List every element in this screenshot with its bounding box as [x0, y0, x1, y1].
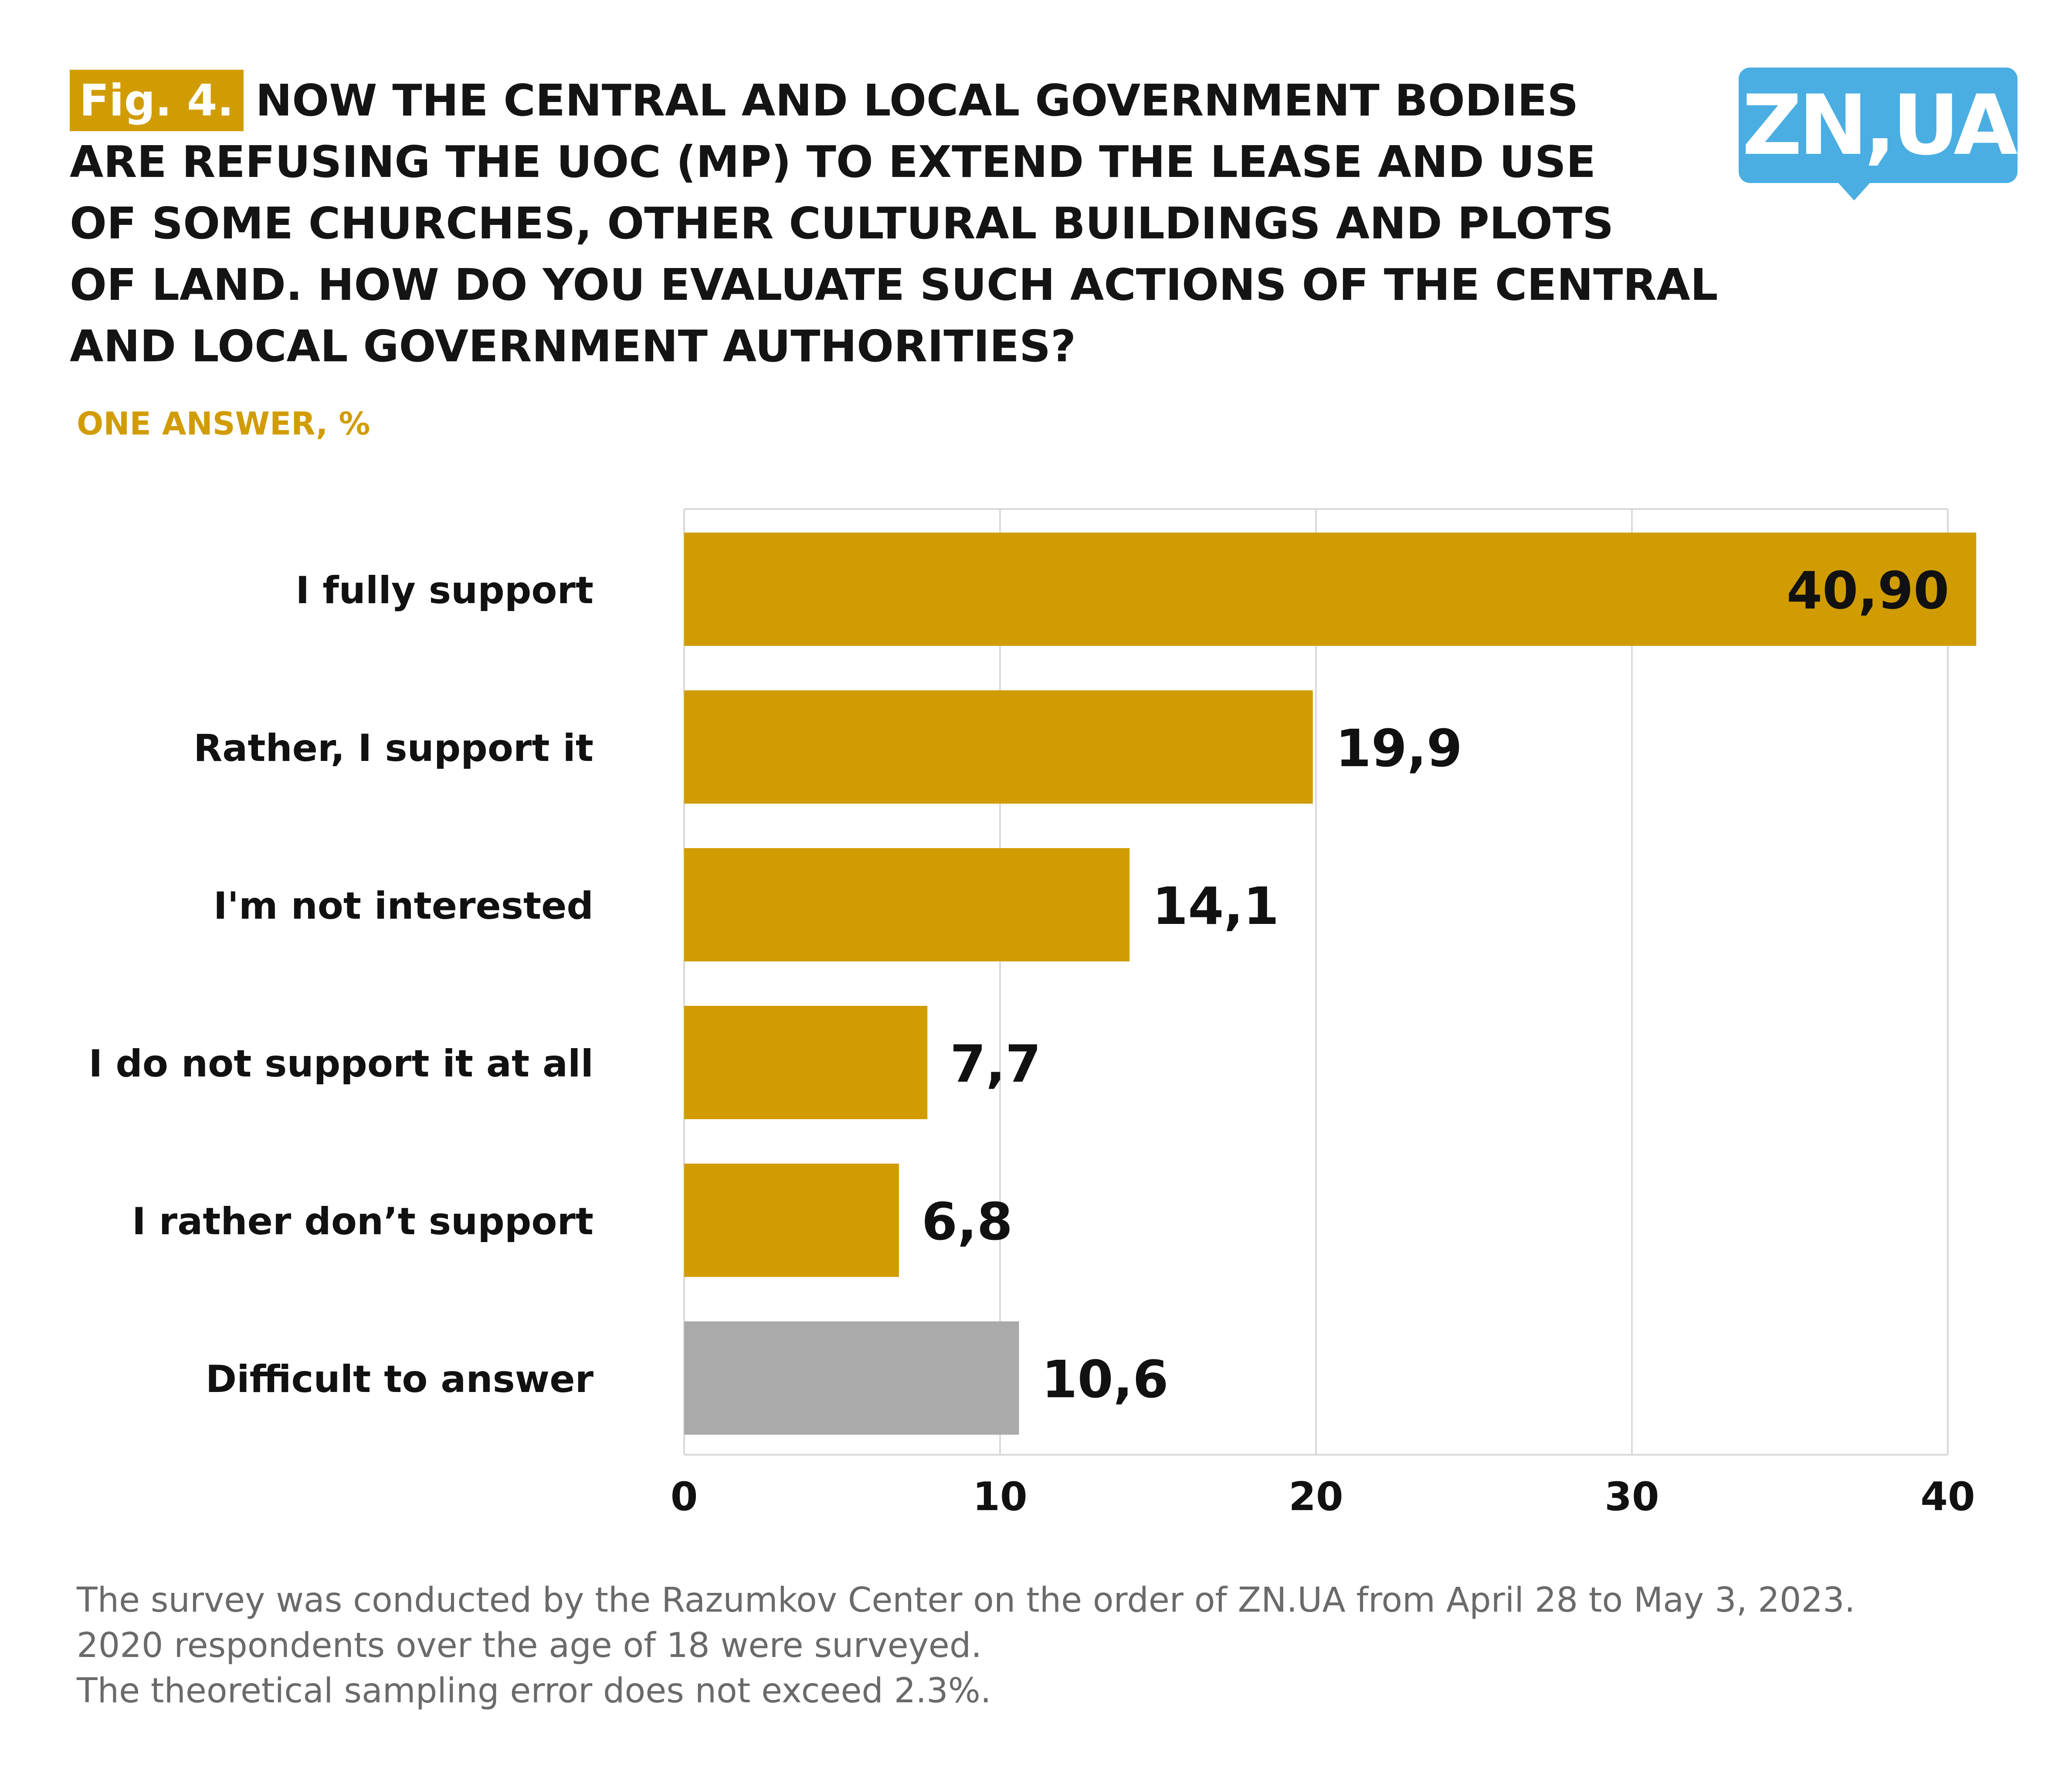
x-tick-label: 10 [973, 1474, 1027, 1520]
bar [684, 690, 1313, 804]
category-label: Rather, I support it [193, 727, 593, 770]
value-label: 6,8 [922, 1192, 1013, 1252]
title-line-2: ARE REFUSING THE UOC (MP) TO EXTEND THE … [70, 136, 1596, 187]
grid-lines [683, 508, 1949, 1456]
category-label: Difficult to answer [206, 1358, 594, 1401]
category-label: I rather don’t support [132, 1200, 593, 1243]
x-tick-label: 0 [671, 1474, 698, 1520]
value-label: 7,7 [950, 1034, 1041, 1094]
zn-ua-logo: ZN,UA [1739, 68, 2018, 183]
footnote-line-2: 2020 respondents over the age of 18 were… [77, 1626, 982, 1665]
bar [684, 1006, 928, 1119]
x-tick-label: 40 [1920, 1474, 1975, 1520]
bars [684, 533, 1977, 1435]
bar [684, 533, 1977, 646]
category-label: I'm not interested [214, 884, 593, 928]
figure-label: Fig. 4. [70, 70, 244, 131]
footnote: The survey was conducted by the Razumkov… [77, 1578, 1855, 1714]
category-label: I fully support [295, 569, 593, 612]
title-line-4: OF LAND. HOW DO YOU EVALUATE SUCH ACTION… [70, 259, 1718, 310]
value-label: 40,90 [1787, 560, 1949, 621]
x-tick-label: 20 [1289, 1474, 1343, 1520]
footnote-line-1: The survey was conducted by the Razumkov… [77, 1581, 1855, 1620]
bar [684, 848, 1130, 961]
category-labels: I fully support Rather, I support it I'm n… [88, 569, 593, 1401]
logo-speech-tail [1835, 179, 1874, 200]
value-label: 14,1 [1152, 876, 1279, 936]
chart-title: Fig. 4. NOW THE CENTRAL AND LOCAL GOVERNM… [70, 70, 1769, 377]
category-label: I do not support it at all [88, 1042, 593, 1086]
value-label: 10,6 [1042, 1349, 1169, 1409]
chart-subtitle: ONE ANSWER, % [77, 405, 370, 442]
title-line-1: NOW THE CENTRAL AND LOCAL GOVERNMENT BOD… [255, 75, 1579, 126]
title-line-5: AND LOCAL GOVERNMENT AUTHORITIES? [70, 321, 1076, 372]
title-line-3: OF SOME CHURCHES, OTHER CULTURAL BUILDIN… [70, 198, 1614, 249]
value-label: 19,9 [1336, 718, 1462, 778]
bar [684, 1321, 1019, 1435]
bar [684, 1164, 899, 1277]
x-axis-ticks: 0 10 20 30 40 [671, 1474, 1975, 1520]
footnote-line-3: The theoretical sampling error does not … [77, 1671, 991, 1711]
value-labels: 40,90 19,9 14,1 7,7 6,8 10,6 [922, 560, 1949, 1409]
x-tick-label: 30 [1604, 1474, 1659, 1520]
logo-text: ZN,UA [1742, 77, 2018, 173]
